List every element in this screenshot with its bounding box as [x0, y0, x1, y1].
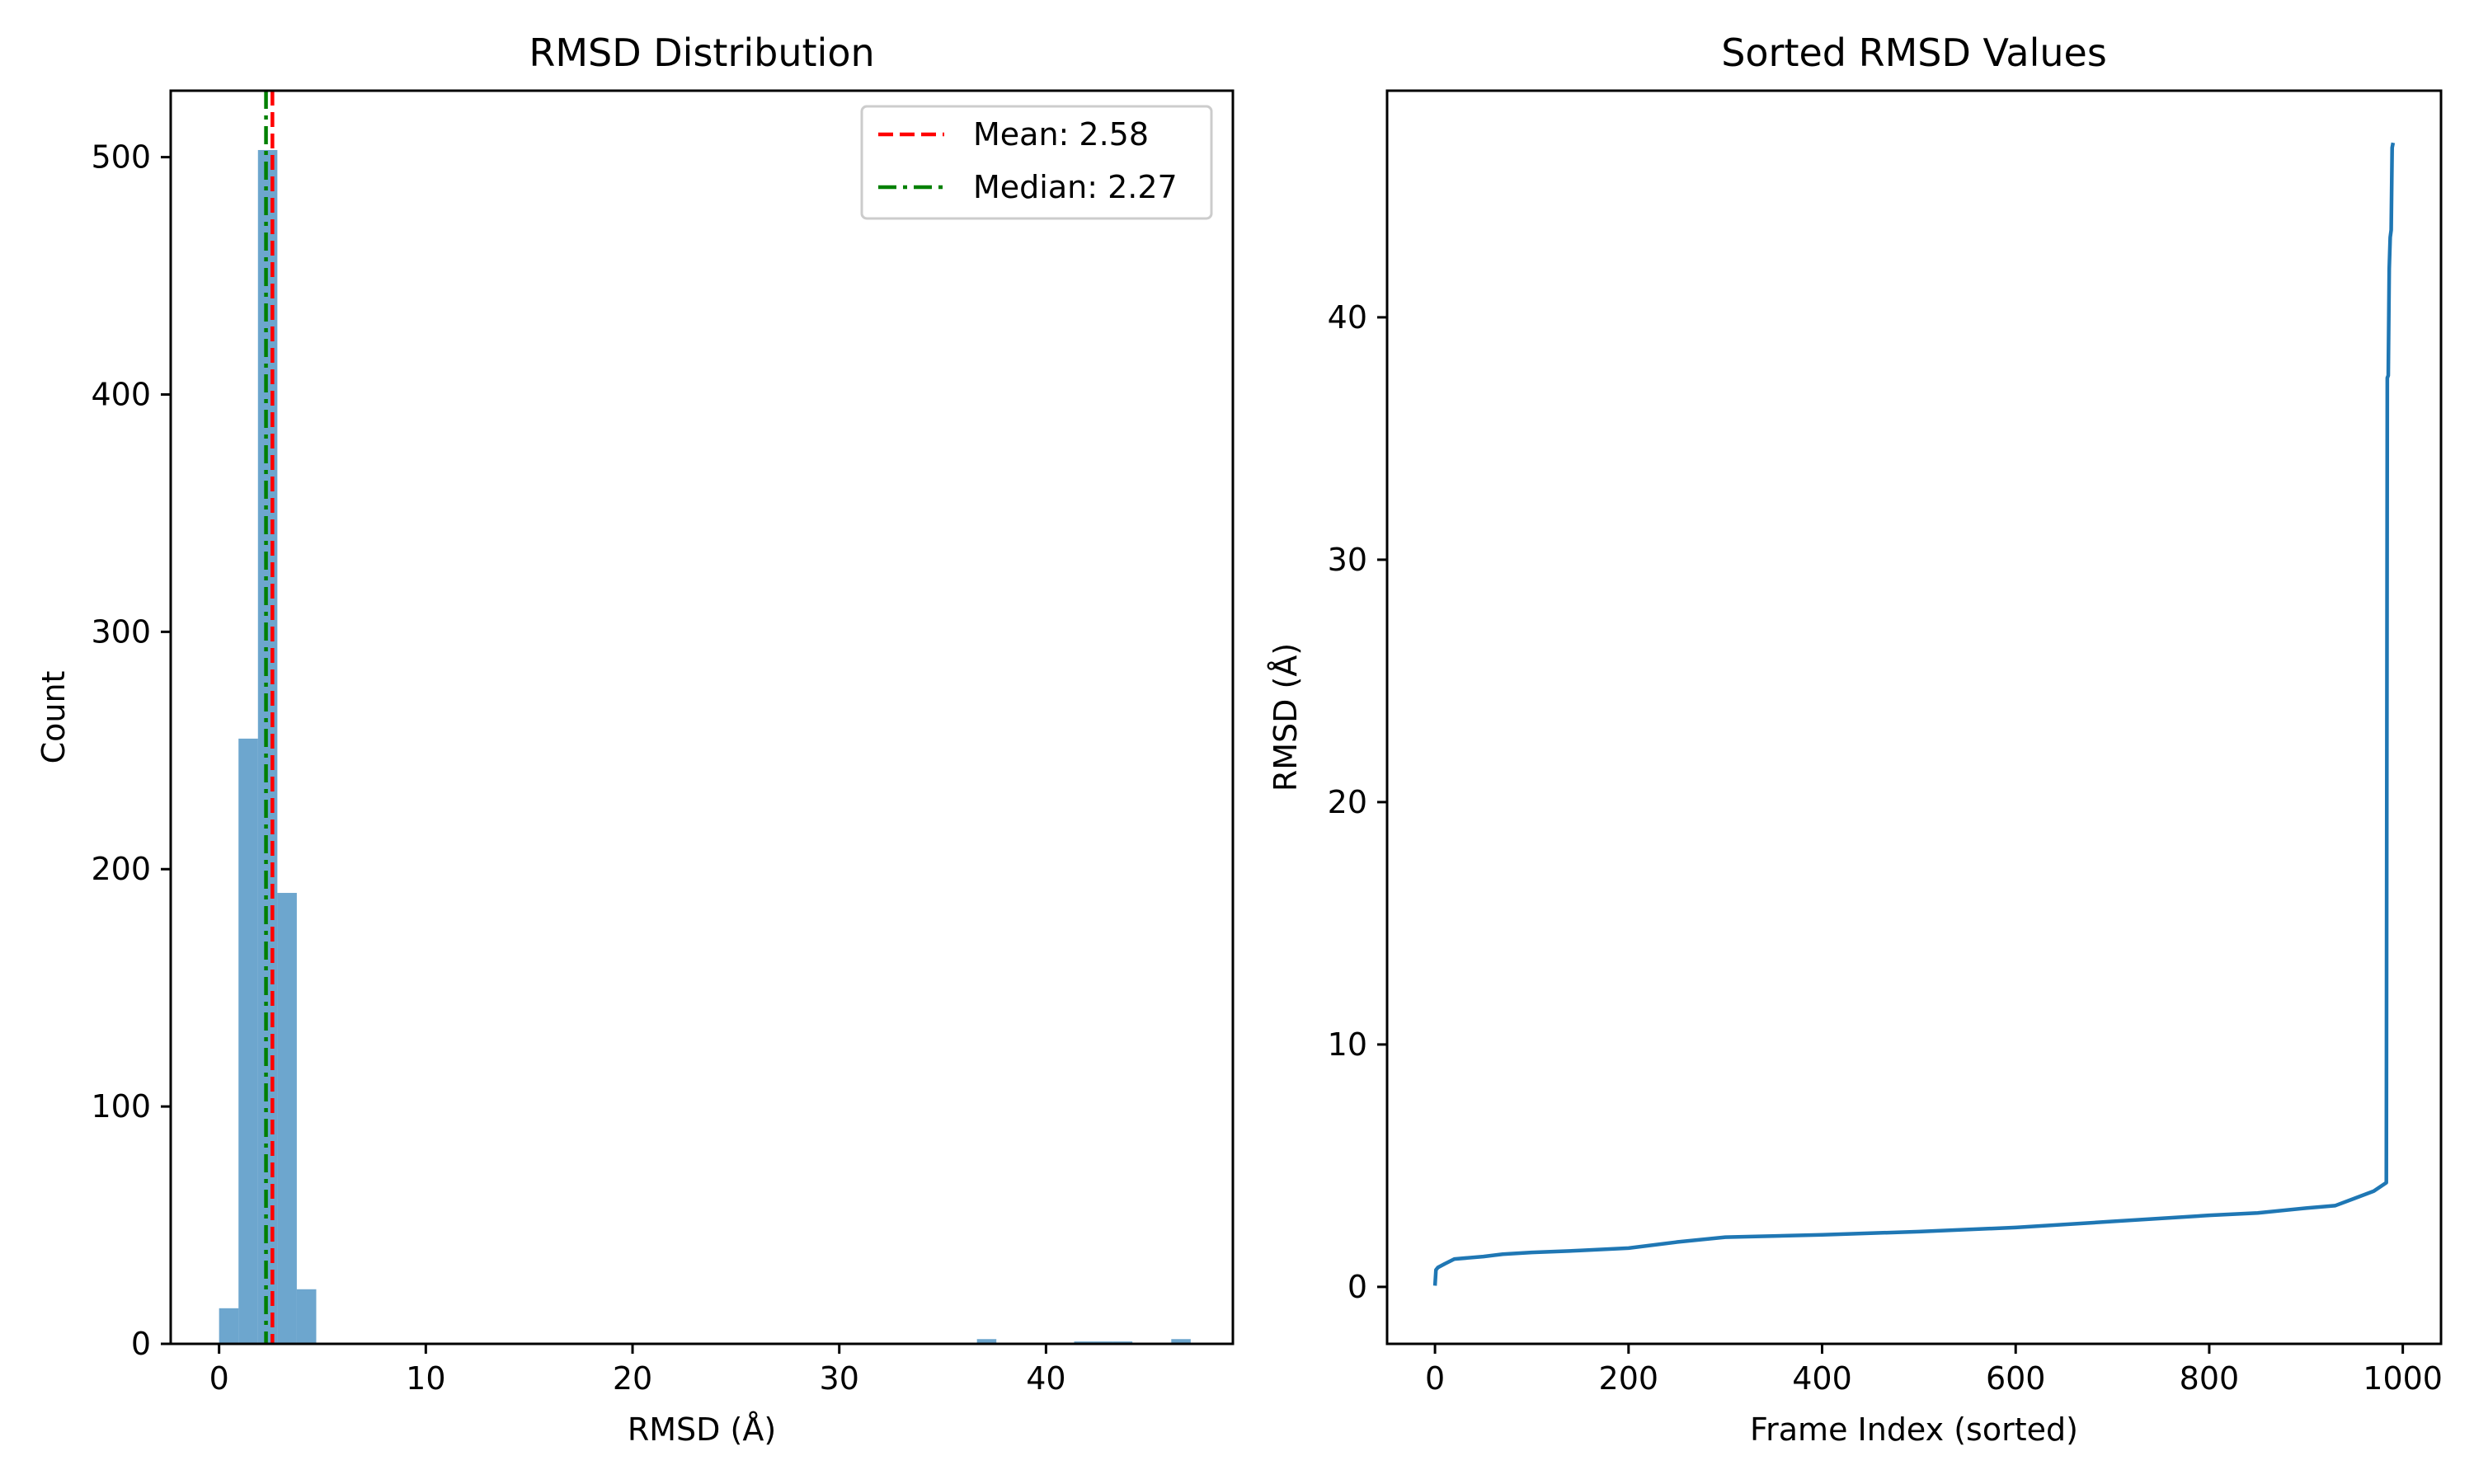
histogram-bar	[976, 1339, 997, 1344]
sorted-panel: Sorted RMSD Values 0 200 400 600 800 1000 0 10…	[1268, 31, 2443, 1448]
x-tick-label: 200	[1599, 1360, 1659, 1397]
y-tick-label: 40	[1328, 299, 1367, 336]
sorted-x-ticks: 0 200 400 600 800 1000	[1425, 1344, 2443, 1397]
histogram-axes-frame	[169, 89, 1235, 1345]
x-tick-label: 600	[1986, 1360, 2046, 1397]
y-tick-label: 20	[1328, 784, 1367, 820]
sorted-y-ticks: 0 10 20 30 40	[1328, 299, 1387, 1305]
histogram-x-ticks: 0 10 20 30 40	[209, 1344, 1066, 1397]
x-tick-label: 20	[613, 1360, 652, 1397]
x-tick-label: 0	[1425, 1360, 1445, 1397]
y-tick-label: 100	[91, 1088, 151, 1125]
histogram-legend: Mean: 2.58 Median: 2.27	[860, 105, 1213, 220]
sorted-axes-frame	[1385, 89, 2443, 1345]
sorted-title: Sorted RMSD Values	[1721, 31, 2107, 75]
x-tick-label: 40	[1026, 1360, 1065, 1397]
legend-mean-label: Mean: 2.58	[973, 116, 1149, 153]
y-tick-label: 400	[91, 376, 151, 412]
sorted-x-axis-label: Frame Index (sorted)	[1750, 1411, 2078, 1448]
x-tick-label: 0	[209, 1360, 229, 1397]
histogram-reference-lines	[264, 91, 275, 1344]
x-tick-label: 1000	[2363, 1360, 2443, 1397]
sorted-rmsd-line	[1432, 142, 2396, 1286]
histogram-title: RMSD Distribution	[529, 31, 874, 75]
histogram-bar	[238, 738, 258, 1344]
y-tick-label: 200	[91, 851, 151, 887]
y-tick-label: 500	[91, 139, 151, 176]
y-tick-label: 0	[131, 1326, 151, 1362]
legend-box	[860, 105, 1213, 220]
y-tick-label: 30	[1328, 542, 1367, 578]
histogram-y-ticks: 0 100 200 300 400 500	[91, 139, 171, 1362]
histogram-bar	[219, 1308, 239, 1344]
x-tick-label: 10	[406, 1360, 445, 1397]
x-tick-label: 800	[2180, 1360, 2240, 1397]
histogram-y-axis-label: Count	[35, 671, 72, 764]
x-tick-label: 400	[1792, 1360, 1852, 1397]
y-tick-label: 10	[1328, 1026, 1367, 1063]
x-tick-label: 30	[820, 1360, 859, 1397]
legend-median-label: Median: 2.27	[973, 169, 1178, 205]
sorted-y-axis-label: RMSD (Å)	[1268, 643, 1304, 791]
histogram-panel: RMSD Distribution 0 10 20 30 40 0 100 200 300 40…	[35, 31, 1235, 1448]
histogram-bar	[1171, 1339, 1191, 1344]
histogram-bar	[277, 893, 297, 1344]
y-tick-label: 300	[91, 613, 151, 650]
y-tick-label: 0	[1348, 1269, 1367, 1305]
histogram-bar	[296, 1289, 317, 1344]
histogram-x-axis-label: RMSD (Å)	[628, 1411, 776, 1448]
